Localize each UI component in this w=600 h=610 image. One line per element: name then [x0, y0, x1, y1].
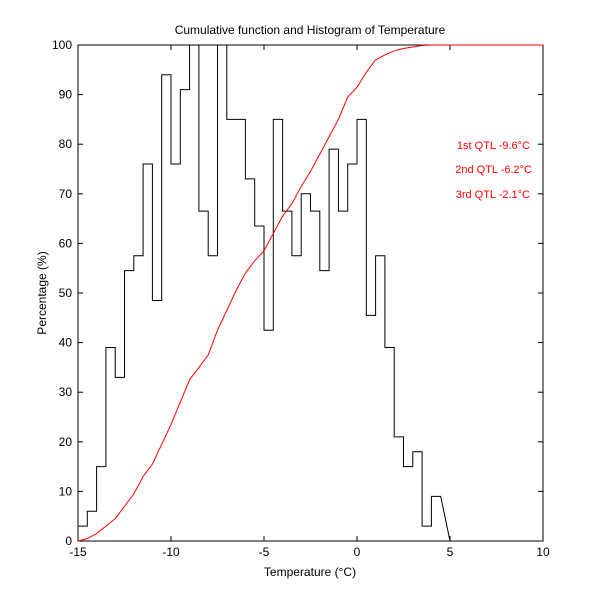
x-axis-label: Temperature (°C) — [264, 565, 356, 579]
annotation-q1: 1st QTL -9.6°C — [457, 140, 530, 152]
x-tick-label: -5 — [259, 545, 270, 559]
cumulative-line — [77, 44, 543, 542]
y-axis-tick-labels: 0 10 20 30 40 50 60 70 80 90 100 — [52, 38, 72, 548]
chart-title: Cumulative function and Histogram of Tem… — [175, 23, 446, 37]
y-tick-label: 20 — [59, 435, 73, 449]
y-tick-label: 0 — [65, 534, 72, 548]
y-tick-label: 10 — [59, 484, 73, 498]
plot-area-frame — [77, 44, 544, 542]
y-tick-label: 70 — [59, 187, 73, 201]
x-tick-label: 0 — [354, 545, 361, 559]
histogram-stairs — [77, 44, 451, 542]
x-tick-label: 10 — [536, 545, 550, 559]
annotation-q3: 3rd QTL -2.1°C — [456, 189, 530, 201]
y-tick-label: 100 — [52, 38, 72, 52]
y-tick-label: 30 — [59, 385, 73, 399]
x-axis-tick-labels: -15 -10 -5 0 5 10 — [69, 545, 550, 559]
annotation-q2: 2nd QTL -6.2°C — [455, 164, 532, 176]
x-tick-label: 5 — [447, 545, 454, 559]
x-tick-label: -10 — [162, 545, 180, 559]
y-tick-label: 90 — [59, 88, 73, 102]
x-tick-label: -15 — [69, 545, 87, 559]
y-tick-label: 40 — [59, 336, 73, 350]
y-tick-label: 60 — [59, 236, 73, 250]
y-tick-label: 80 — [59, 137, 73, 151]
y-axis-label: Percentage (%) — [35, 251, 49, 334]
y-tick-label: 50 — [59, 286, 73, 300]
